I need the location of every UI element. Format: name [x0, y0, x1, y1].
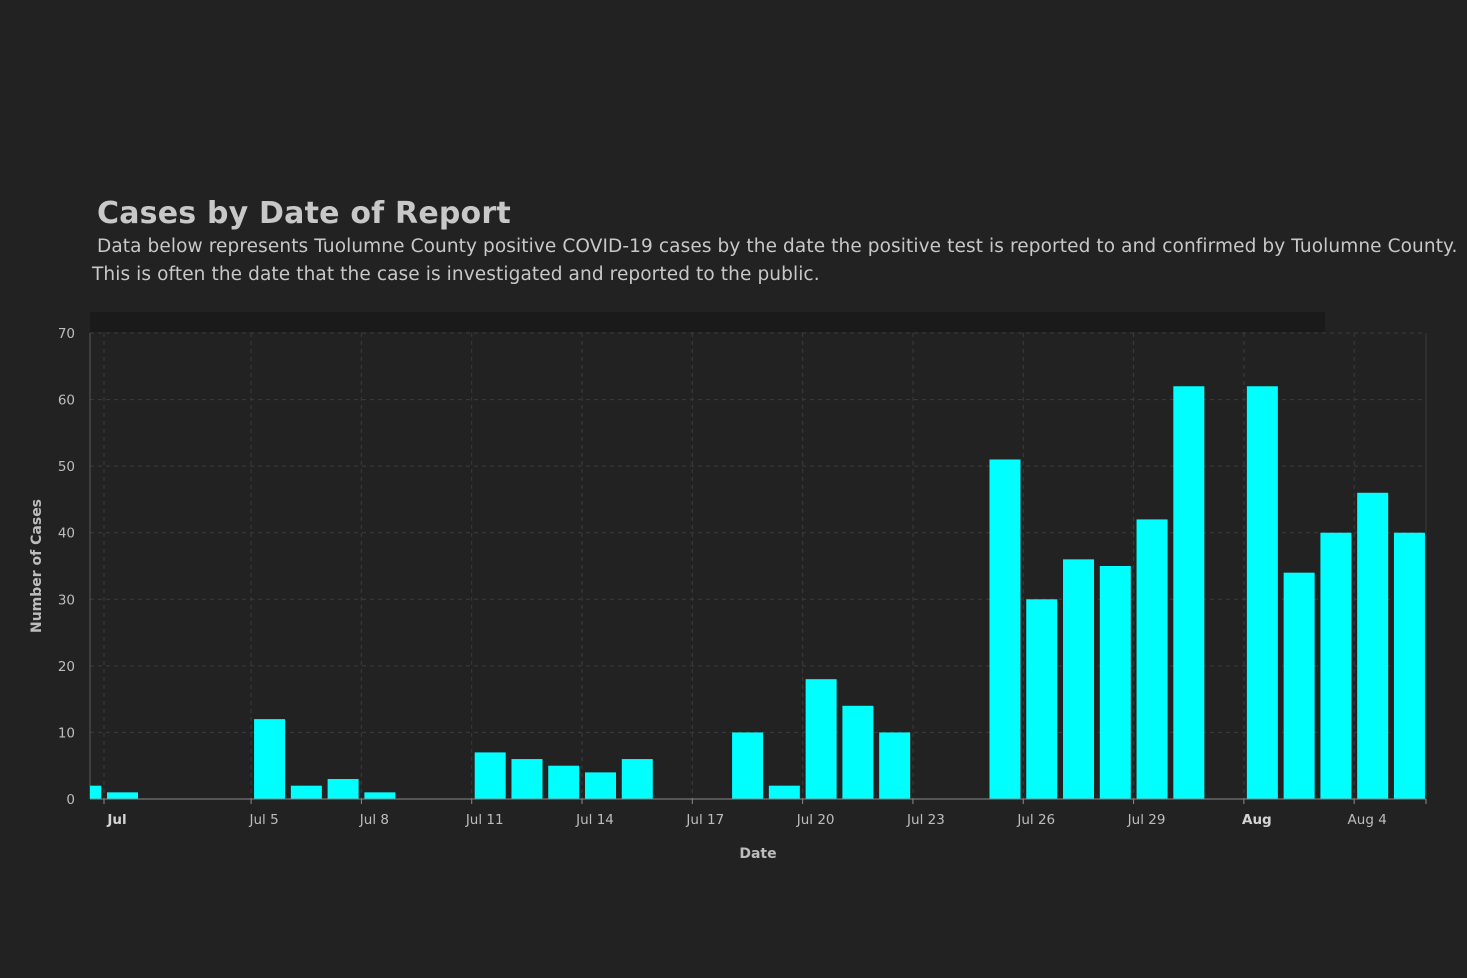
- bar[interactable]: [1026, 599, 1058, 799]
- y-tick-label: 0: [66, 792, 75, 808]
- bar[interactable]: [290, 785, 322, 799]
- x-axis-title: Date: [739, 846, 776, 862]
- bar[interactable]: [327, 779, 359, 799]
- bar[interactable]: [1393, 532, 1425, 799]
- bar[interactable]: [732, 732, 764, 799]
- y-tick-label: 40: [58, 526, 75, 542]
- chart-bars: [90, 386, 1425, 799]
- y-tick-label: 50: [58, 459, 75, 475]
- x-tick-label: Jul 17: [685, 812, 724, 828]
- bar[interactable]: [474, 752, 506, 799]
- y-tick-label: 70: [58, 326, 75, 342]
- y-tick-label: 60: [58, 393, 75, 409]
- bar[interactable]: [548, 765, 580, 799]
- x-axis-ticks: Jul Jul 5 Jul 8 Jul 11 Jul 14 Jul 17 Jul 20 Jul…: [103, 799, 1427, 828]
- x-tick-label: Jul 29: [1127, 812, 1166, 828]
- bar[interactable]: [1136, 519, 1168, 799]
- y-tick-label: 10: [58, 725, 75, 741]
- bar[interactable]: [1099, 566, 1131, 799]
- bar[interactable]: [1357, 492, 1389, 799]
- bar[interactable]: [90, 785, 102, 799]
- bar[interactable]: [585, 772, 617, 799]
- bar[interactable]: [768, 785, 800, 799]
- bar[interactable]: [364, 792, 396, 799]
- x-tick-label: Jul 8: [359, 812, 389, 828]
- x-tick-label: Jul 20: [796, 812, 835, 828]
- chart-description-line-2: This is often the date that the case is …: [92, 264, 820, 285]
- chart-grid: [89, 332, 1427, 799]
- x-tick-label: Jul: [106, 812, 126, 828]
- y-tick-label: 20: [58, 659, 75, 675]
- bar[interactable]: [1063, 559, 1095, 799]
- bar[interactable]: [879, 732, 911, 799]
- bar[interactable]: [254, 719, 286, 799]
- x-tick-label: Jul 5: [248, 812, 278, 828]
- y-axis-title: Number of Cases: [29, 499, 45, 633]
- y-axis-ticks: 0 10 20 30 40 50 60 70: [58, 326, 75, 808]
- x-tick-label: Jul 26: [1016, 812, 1055, 828]
- x-tick-label: Aug: [1242, 812, 1272, 828]
- bar[interactable]: [621, 759, 653, 799]
- chart-description-line-1: Data below represents Tuolumne County po…: [97, 236, 1458, 257]
- bar[interactable]: [107, 792, 138, 799]
- x-tick-label: Jul 23: [906, 812, 945, 828]
- bar[interactable]: [805, 679, 837, 799]
- x-tick-label: Jul 14: [575, 812, 614, 828]
- bar[interactable]: [842, 705, 874, 799]
- y-tick-label: 30: [58, 592, 75, 608]
- x-tick-label: Aug 4: [1348, 812, 1387, 828]
- x-tick-label: Jul 11: [465, 812, 504, 828]
- bar[interactable]: [1173, 386, 1205, 799]
- chart-top-band: [90, 312, 1325, 332]
- bar[interactable]: [511, 759, 543, 799]
- bar[interactable]: [1283, 572, 1315, 799]
- bar[interactable]: [989, 459, 1021, 799]
- bar[interactable]: [1320, 532, 1352, 799]
- chart-title: Cases by Date of Report: [97, 196, 511, 231]
- bar[interactable]: [1246, 386, 1278, 799]
